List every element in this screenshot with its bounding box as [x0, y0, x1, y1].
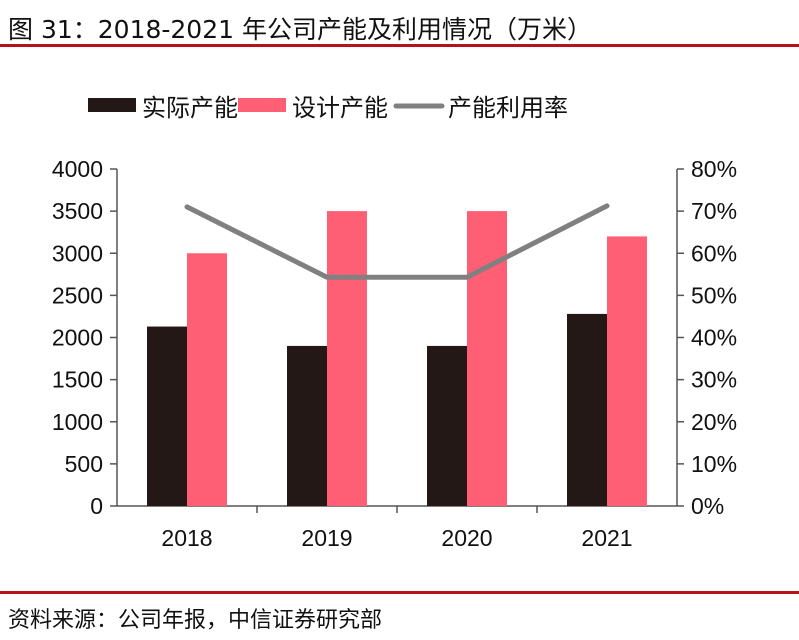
bar-design-capacity [467, 211, 507, 506]
x-tick-label: 2021 [581, 525, 632, 551]
y-tick-label: 1500 [52, 367, 103, 393]
chart: 0 500 1000 1500 2000 2500 3000 3500 4000 0% 10% 20%… [52, 95, 737, 551]
y2-tick-label: 60% [691, 240, 737, 266]
y2-tick-label: 0% [691, 493, 724, 519]
y-tick-label: 0 [90, 493, 103, 519]
bar-actual-capacity [427, 345, 467, 506]
y-tick-label: 1000 [52, 409, 103, 435]
legend-label-design: 设计产能 [292, 95, 388, 122]
bar-design-capacity [607, 236, 647, 506]
source-rule [0, 591, 799, 594]
title-rule [0, 44, 799, 47]
legend-swatch-design [238, 98, 286, 112]
bar-design-capacity [187, 253, 227, 506]
y-tick-label: 3000 [52, 240, 103, 266]
y-tick-label: 500 [65, 451, 103, 477]
y2-tick-label: 70% [691, 198, 737, 224]
y-tick-label: 2000 [52, 325, 103, 351]
y2-tick-label: 20% [691, 409, 737, 435]
y2-tick-label: 50% [691, 282, 737, 308]
bar-actual-capacity [567, 313, 607, 506]
utilization-line [184, 203, 610, 280]
x-tick-label: 2019 [301, 525, 352, 551]
y-tick-label: 4000 [52, 156, 103, 182]
bar-actual-capacity [287, 345, 327, 506]
y-tick-label: 3500 [52, 198, 103, 224]
legend-swatch-actual [88, 98, 136, 112]
y2-tick-label: 10% [691, 451, 737, 477]
source-note: 资料来源：公司年报，中信证券研究部 [8, 608, 383, 633]
bar-actual-capacity [147, 326, 187, 506]
legend-label-actual: 实际产能 [142, 95, 238, 122]
y2-tick-label: 30% [691, 367, 737, 393]
y2-tick-label: 40% [691, 325, 737, 351]
legend-label-rate: 产能利用率 [448, 95, 568, 122]
y2-tick-label: 80% [691, 156, 737, 182]
bar-design-capacity [327, 211, 367, 506]
x-tick-label: 2018 [161, 525, 212, 551]
x-tick-label: 2020 [441, 525, 492, 551]
figure-title: 图 31：2018-2021 年公司产能及利用情况（万米） [8, 15, 592, 44]
y-tick-label: 2500 [52, 282, 103, 308]
